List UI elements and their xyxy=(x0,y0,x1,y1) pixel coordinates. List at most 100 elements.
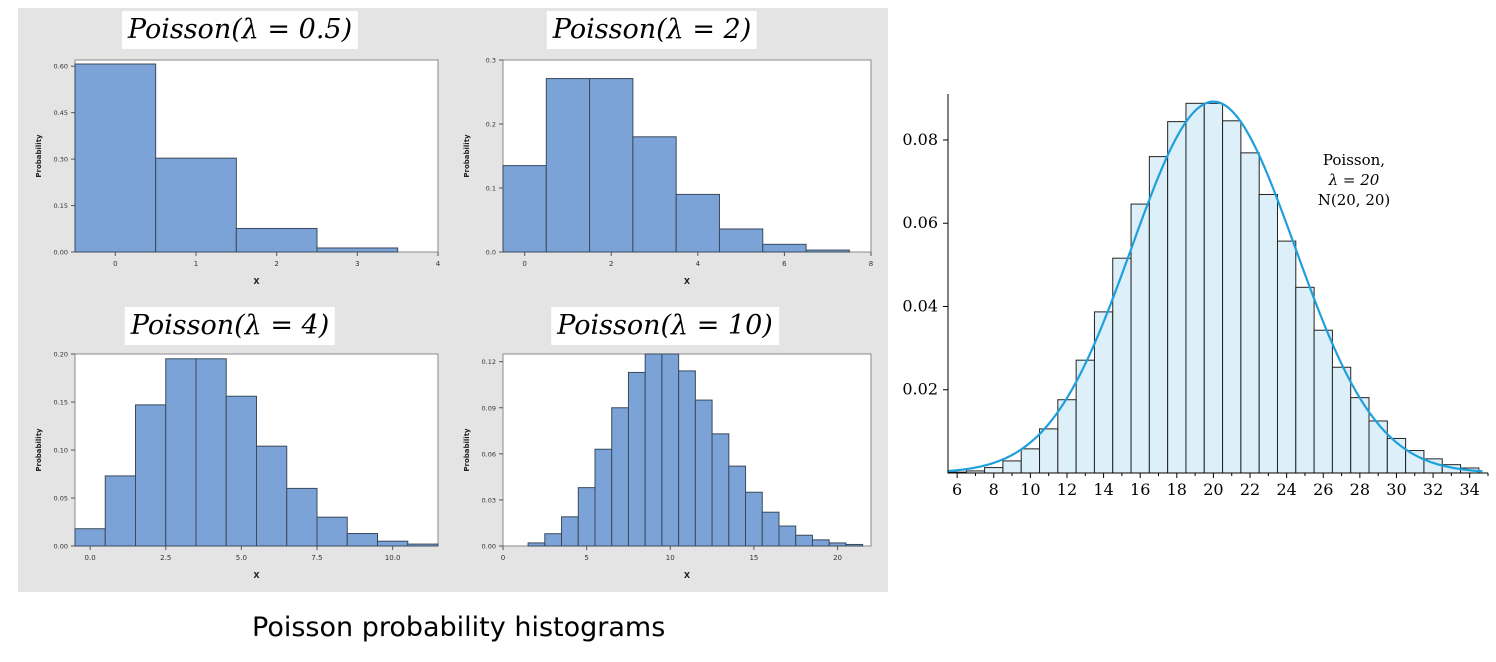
x-tick-label: 2 xyxy=(609,260,613,268)
normal-curve xyxy=(947,100,1483,473)
annotation-line: N(20, 20) xyxy=(1318,191,1391,209)
y-tick-label: 0.0 xyxy=(486,249,496,257)
x-tick-label: 0 xyxy=(522,260,526,268)
bar xyxy=(104,475,136,547)
x-tick-label: 3 xyxy=(355,260,359,268)
bar xyxy=(1313,329,1333,474)
y-tick-label: 0.06 xyxy=(902,213,938,232)
bar xyxy=(778,525,797,547)
x-tick-label: 14 xyxy=(1093,480,1113,499)
bar xyxy=(1185,102,1205,474)
bar xyxy=(761,511,780,547)
histogram-lambda-0-5: 0 1 2 3 4 0.00 0.15 0.30 0.45 0.60 X Probability xyxy=(35,59,440,286)
figure-caption: Poisson probability histograms xyxy=(252,612,666,643)
bar xyxy=(74,528,106,547)
bar xyxy=(675,193,720,253)
chart-title-lambda-4: Poisson(λ = 4) xyxy=(124,307,336,345)
x-tick-label: 5 xyxy=(584,554,588,562)
chart-title-lambda-0-5: Poisson(λ = 0.5) xyxy=(121,11,359,49)
y-tick-label: 0.06 xyxy=(482,450,496,458)
bar xyxy=(256,445,288,547)
x-tick-label: 20 xyxy=(1203,480,1223,499)
chart-title-lambda-10: Poisson(λ = 10) xyxy=(551,307,779,345)
x-axis-label: X xyxy=(684,277,691,286)
x-tick-label: 16 xyxy=(1130,480,1150,499)
bar xyxy=(316,516,348,547)
histogram-lambda-2: 0 2 4 6 8 0.0 0.1 0.2 0.3 X Probability xyxy=(463,57,873,287)
y-tick-label: 0.30 xyxy=(54,156,68,164)
bar xyxy=(711,433,730,547)
y-tick-label: 0.00 xyxy=(54,249,68,257)
bar xyxy=(828,542,847,547)
x-tick-label: 6 xyxy=(952,480,962,499)
x-tick-label: 7.5 xyxy=(311,554,322,562)
bar xyxy=(1240,152,1260,474)
bar xyxy=(1258,193,1278,474)
x-tick-label: 0.0 xyxy=(85,554,96,562)
bar xyxy=(745,491,763,547)
y-tick-label: 0.45 xyxy=(54,109,68,117)
bar xyxy=(811,539,830,547)
bar xyxy=(1020,448,1041,474)
histogram-lambda-20-with-normal-curve: 6 8 10 12 14 16 18 20 22 24 26 28 30 32 34 0.02 0.04 0.06… xyxy=(902,94,1489,499)
y-tick-label: 0.09 xyxy=(482,404,496,412)
x-axis-label: X xyxy=(253,277,260,286)
y-tick-label: 0.04 xyxy=(902,296,938,315)
y-tick-label: 0.12 xyxy=(482,358,496,366)
x-axis-label: X xyxy=(253,571,260,580)
chart-title-lambda-2: Poisson(λ = 2) xyxy=(546,11,758,49)
bar xyxy=(1368,420,1388,474)
x-tick-label: 8 xyxy=(869,260,873,268)
x-tick-label: 10.0 xyxy=(385,554,401,562)
bar xyxy=(561,516,579,547)
bar xyxy=(984,467,1004,474)
bar xyxy=(1002,460,1022,474)
x-tick-label: 32 xyxy=(1423,480,1443,499)
y-axis-label: Probability xyxy=(463,134,471,178)
bar xyxy=(195,358,227,547)
bar xyxy=(225,395,257,547)
x-tick-label: 5.0 xyxy=(236,554,247,562)
y-tick-label: 0.15 xyxy=(54,399,68,407)
x-tick-label: 1 xyxy=(194,260,198,268)
y-tick-label: 0.3 xyxy=(486,57,496,65)
bar xyxy=(1148,156,1169,474)
bar xyxy=(544,533,563,547)
x-tick-label: 18 xyxy=(1167,480,1187,499)
bar xyxy=(316,247,399,253)
bar xyxy=(795,534,813,547)
y-tick-label: 0.15 xyxy=(54,202,68,210)
bar xyxy=(1222,120,1242,474)
bar xyxy=(718,228,764,253)
y-tick-label: 0.00 xyxy=(482,543,496,551)
x-tick-label: 2.5 xyxy=(160,554,171,562)
annotation-line: Poisson, xyxy=(1323,151,1385,169)
bar xyxy=(611,407,629,547)
bar xyxy=(845,543,864,547)
bar xyxy=(627,371,646,547)
y-tick-label: 0.1 xyxy=(486,185,496,193)
bar xyxy=(545,78,591,253)
x-tick-label: 4 xyxy=(436,260,440,268)
x-tick-label: 10 xyxy=(666,554,675,562)
x-tick-label: 30 xyxy=(1386,480,1406,499)
x-axis-label: X xyxy=(684,571,691,580)
bar xyxy=(346,533,378,547)
bar xyxy=(661,353,680,547)
bar xyxy=(407,543,439,547)
x-tick-label: 24 xyxy=(1276,480,1296,499)
x-tick-label: 15 xyxy=(749,554,758,562)
bar xyxy=(577,487,596,547)
bar xyxy=(728,465,747,547)
bar xyxy=(805,249,850,253)
bar xyxy=(1331,366,1352,474)
bar xyxy=(135,404,167,547)
bar xyxy=(377,540,409,547)
bar xyxy=(1276,240,1297,474)
bar xyxy=(762,243,807,253)
bar xyxy=(74,63,157,253)
x-tick-label: 0 xyxy=(501,554,505,562)
bar xyxy=(155,157,237,253)
bar xyxy=(165,358,197,547)
y-tick-label: 0.02 xyxy=(902,380,938,399)
